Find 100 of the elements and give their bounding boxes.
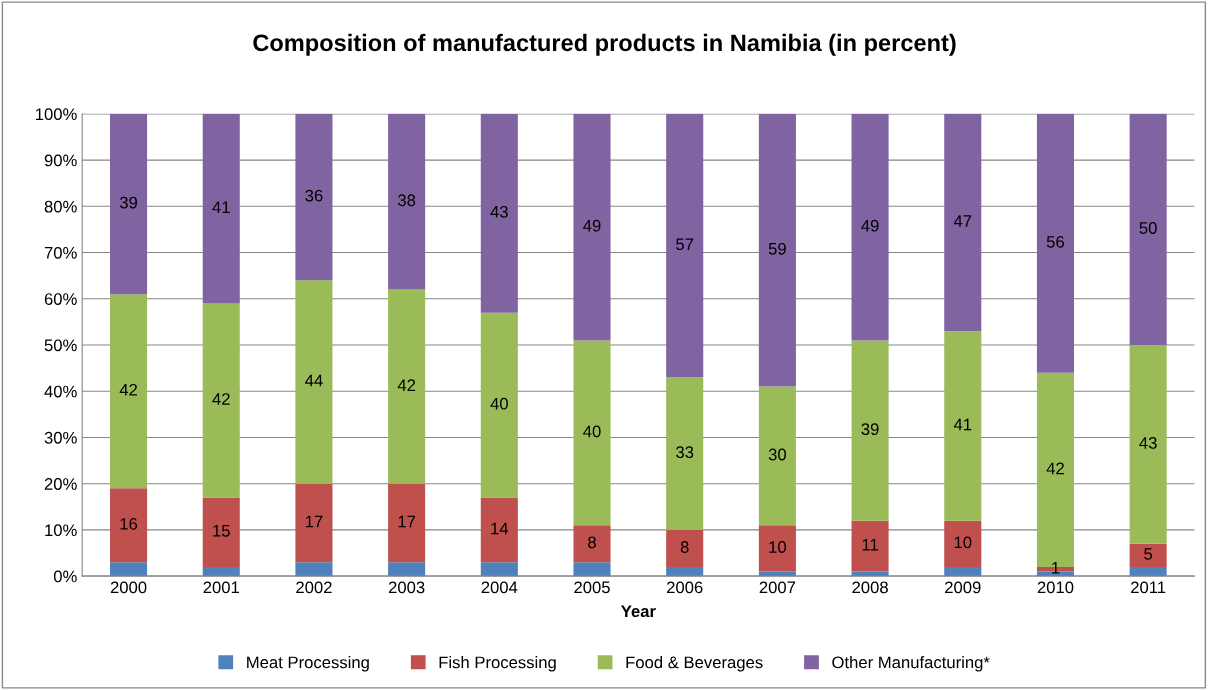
x-tick-label: 2002	[296, 581, 332, 594]
bar	[851, 113, 889, 341]
y-tick-label: 20%	[44, 478, 77, 490]
bar	[480, 497, 518, 563]
y-tick-label: 90%	[44, 154, 77, 167]
bar	[758, 113, 796, 387]
data-label: 8	[588, 536, 596, 549]
x-tick-label: 2008	[852, 581, 888, 594]
bar	[944, 520, 982, 567]
data-label: 17	[398, 515, 416, 528]
data-label: 33	[676, 446, 694, 459]
data-label: 43	[1139, 437, 1157, 449]
bar	[480, 562, 518, 577]
bar	[666, 566, 704, 577]
bar	[666, 113, 704, 378]
data-label: 30	[768, 448, 787, 461]
bar	[1129, 543, 1167, 567]
bar	[202, 497, 240, 567]
y-tick-label: 40%	[44, 385, 77, 398]
legend-label: Meat Processing	[247, 656, 369, 672]
bar	[573, 340, 611, 526]
data-label: 49	[861, 219, 879, 232]
bar	[758, 386, 796, 526]
data-label: 56	[1046, 235, 1064, 248]
data-label: 42	[1046, 462, 1064, 475]
bar	[388, 483, 426, 563]
data-label: 10	[769, 541, 787, 553]
y-tick-label: 30%	[44, 431, 77, 444]
bar	[295, 280, 333, 484]
x-tick-label: 2007	[759, 581, 796, 594]
bar	[573, 525, 611, 563]
bar	[944, 331, 982, 521]
data-label: 38	[397, 194, 416, 207]
bar	[388, 562, 426, 577]
data-label: 5	[1144, 548, 1153, 560]
bar	[480, 312, 518, 498]
bar	[110, 113, 148, 295]
x-tick-label: 2001	[203, 581, 239, 594]
bar	[202, 566, 240, 577]
y-tick-label: 100%	[36, 108, 77, 121]
data-label: 11	[862, 538, 878, 551]
bar	[295, 113, 333, 281]
data-label: 17	[305, 515, 323, 528]
data-label: 36	[305, 189, 323, 202]
data-label: 42	[397, 379, 416, 391]
bar	[851, 340, 889, 521]
legend-label: Other Manufacturing*	[832, 656, 990, 672]
y-tick-label: 70%	[44, 246, 77, 259]
data-label: 40	[583, 425, 601, 438]
bar	[295, 483, 333, 563]
data-label: 44	[305, 374, 323, 387]
x-tick-label: 2000	[110, 581, 147, 594]
bar	[202, 113, 240, 304]
x-tick-label: 2011	[1131, 581, 1166, 594]
data-label: 16	[120, 517, 138, 530]
bar	[1129, 566, 1167, 577]
bar	[666, 529, 704, 567]
bar	[573, 113, 611, 341]
x-tick-label: 2003	[388, 581, 425, 594]
bar	[1129, 113, 1167, 345]
data-label: 59	[768, 242, 786, 255]
bar	[480, 113, 518, 313]
data-label: 57	[676, 238, 694, 251]
bar	[944, 566, 982, 577]
data-label: 42	[119, 383, 137, 396]
bar	[851, 520, 889, 572]
x-tick-label: 2009	[945, 581, 981, 594]
data-label: 15	[213, 525, 230, 537]
data-label: 39	[861, 423, 879, 435]
data-label: 8	[680, 541, 689, 553]
data-label: 41	[212, 201, 230, 213]
legend-label: Fish Processing	[439, 656, 556, 672]
bar	[110, 294, 148, 489]
data-label: 42	[212, 393, 230, 405]
bar	[388, 289, 426, 484]
y-tick-label: 50%	[44, 339, 77, 352]
legend-label: Food & Beverages	[626, 656, 763, 672]
bar	[295, 562, 333, 577]
y-tick-label: 10%	[45, 524, 77, 537]
bar	[758, 525, 796, 572]
data-label: 14	[491, 522, 509, 535]
x-tick-label: 2004	[481, 581, 518, 594]
data-label: 49	[583, 219, 601, 232]
bar	[666, 377, 704, 530]
y-tick-label: 60%	[44, 293, 77, 305]
x-tick-label: 2010	[1037, 581, 1074, 594]
x-tick-label: 2006	[667, 581, 703, 594]
data-label: 39	[119, 196, 138, 209]
data-label: 43	[490, 205, 508, 218]
y-tick-label: 80%	[44, 200, 77, 213]
x-axis-title: Year	[621, 605, 656, 618]
bar	[1036, 113, 1074, 373]
data-label: 40	[490, 397, 508, 410]
x-tick-label: 2005	[574, 581, 610, 594]
chart-title: Composition of manufactured products in Namibia (in percent)	[253, 33, 956, 56]
bar	[110, 562, 148, 577]
bar	[110, 488, 148, 563]
bar	[1129, 345, 1167, 544]
data-label: 47	[953, 215, 972, 227]
data-label: 50	[1139, 222, 1157, 234]
